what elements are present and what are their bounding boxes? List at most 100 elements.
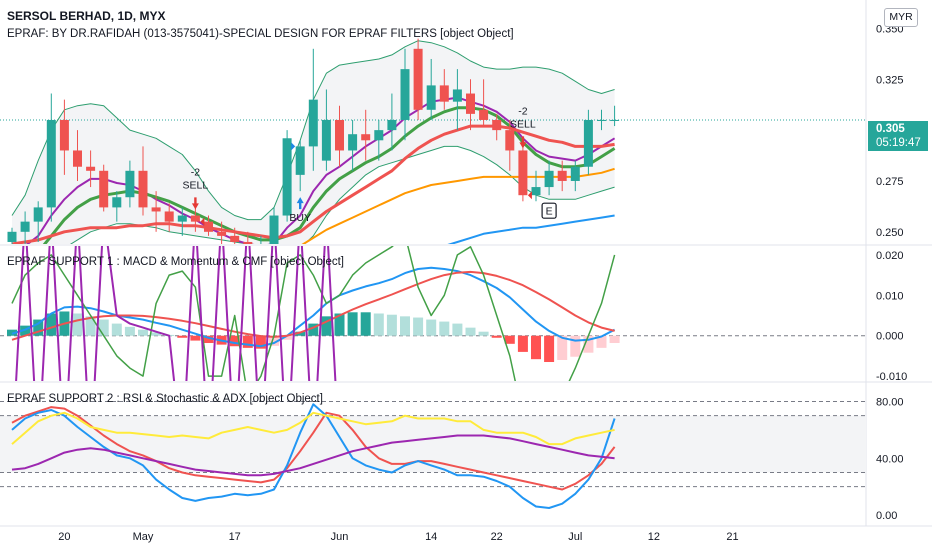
macd-histogram-bar xyxy=(203,335,214,344)
macd-histogram-bar xyxy=(98,319,109,336)
macd-histogram-bar xyxy=(190,335,201,341)
macd-histogram-bar xyxy=(583,335,594,353)
candle-body xyxy=(610,119,620,121)
price-series-ma-orange xyxy=(301,167,615,244)
candle-body xyxy=(86,166,96,171)
rsi-band-fill xyxy=(0,415,866,473)
candle xyxy=(230,227,240,244)
macd-histogram-bar xyxy=(413,317,424,336)
macd-histogram-bar xyxy=(400,316,410,336)
candle-body xyxy=(151,207,161,212)
macd-histogram-bar xyxy=(360,312,371,336)
macd-histogram-bar xyxy=(544,335,555,363)
time-axis-tick: 20 xyxy=(58,531,70,543)
candle-body xyxy=(138,170,148,208)
candle-body xyxy=(73,150,82,167)
macd-histogram-bar xyxy=(138,329,148,336)
macd-histogram-bar xyxy=(282,335,293,340)
candle-body xyxy=(7,231,17,242)
candle xyxy=(217,221,227,244)
candle xyxy=(321,89,331,171)
candle-body xyxy=(112,197,122,208)
candle xyxy=(86,150,96,188)
candle-body xyxy=(321,119,331,161)
candle-body xyxy=(190,215,200,222)
candle-body xyxy=(164,211,174,222)
candle xyxy=(73,130,82,181)
macd-histogram-bar xyxy=(85,316,96,336)
macd-histogram-bar xyxy=(347,312,358,336)
candle xyxy=(452,69,462,131)
candle xyxy=(308,48,318,171)
macd-histogram-bar xyxy=(46,313,57,336)
candle xyxy=(361,109,371,161)
candle xyxy=(190,207,200,232)
sell-arrow-icon xyxy=(191,197,199,210)
macd-histogram-bar xyxy=(72,313,83,336)
rsi-axis-tick: 0.00 xyxy=(876,510,897,522)
candle-body xyxy=(308,99,318,147)
macd-pane-label[interactable]: EPRAF SUPPORT 1 : MACD & Momentum & CMF … xyxy=(7,256,344,268)
price-axis-tick: 0.275 xyxy=(876,176,904,188)
macd-histogram-bar xyxy=(151,332,162,336)
candle-body xyxy=(269,215,279,244)
price-axis-tick: 0.325 xyxy=(876,74,904,86)
candle xyxy=(466,79,475,131)
candle-body xyxy=(99,170,109,208)
macd-histogram-bar xyxy=(269,335,279,346)
candle xyxy=(374,119,384,161)
candle-body xyxy=(583,119,593,167)
sell-signal-count: -2 xyxy=(191,166,200,178)
time-axis-tick: 17 xyxy=(229,531,241,543)
candle-body xyxy=(557,170,567,181)
earnings-event-label: E xyxy=(546,206,553,218)
price-series-ma-purple xyxy=(26,96,616,244)
currency-button[interactable]: MYR xyxy=(884,8,918,27)
candle-body xyxy=(466,93,475,114)
rsi-pane-label[interactable]: EPRAF SUPPORT 2 : RSI & Stochastic & ADX… xyxy=(7,393,323,405)
rsi-axis-tick: 80.00 xyxy=(876,396,904,408)
buy-signal-label: BUY xyxy=(289,212,311,224)
symbol-title[interactable]: SERSOL BERHAD, 1D, MYX xyxy=(7,9,166,23)
sell-arrow-icon xyxy=(519,136,527,149)
candle-body xyxy=(531,187,541,196)
stoch-d-line xyxy=(11,406,616,491)
candle-body xyxy=(217,231,227,236)
candle xyxy=(33,201,43,242)
time-axis-tick: 14 xyxy=(425,531,437,543)
macd-histogram-bar xyxy=(570,335,581,357)
sell-signal-label: SELL xyxy=(510,118,536,130)
candle-body xyxy=(335,119,344,151)
candle xyxy=(557,160,567,192)
time-axis-tick: 21 xyxy=(726,531,738,543)
candle xyxy=(295,140,305,192)
candle xyxy=(426,58,436,120)
candle xyxy=(518,146,528,202)
candle-body xyxy=(230,235,240,242)
macd-histogram-bar xyxy=(111,323,122,336)
price-axis-tick: 0.250 xyxy=(876,227,904,239)
candle xyxy=(204,215,213,236)
candle xyxy=(46,93,56,222)
macd-histogram-bar xyxy=(596,335,607,348)
adx-line xyxy=(11,411,615,446)
macd-axis-tick: -0.010 xyxy=(876,371,907,383)
price-series-ma-red xyxy=(11,124,615,244)
time-axis-tick: 12 xyxy=(648,531,660,543)
time-axis-tick: May xyxy=(133,531,154,543)
candle xyxy=(282,130,292,222)
macd-histogram-bar xyxy=(229,335,240,347)
buy-marker-icon xyxy=(291,142,296,151)
momentum-line xyxy=(11,246,616,381)
macd-histogram-bar xyxy=(439,321,450,336)
candle-body xyxy=(426,85,436,110)
sell-signal-count: -2 xyxy=(518,105,527,117)
candle-body xyxy=(204,221,213,232)
candle-body xyxy=(177,215,187,222)
macd-axis-tick: 0.010 xyxy=(876,290,904,302)
indicator-legend[interactable]: EPRAF: BY DR.RAFIDAH (013-3575041)-SPECI… xyxy=(7,28,514,40)
last-price-value: 0.305 xyxy=(876,123,905,135)
candle-body xyxy=(374,130,384,141)
candle-body xyxy=(361,134,371,141)
